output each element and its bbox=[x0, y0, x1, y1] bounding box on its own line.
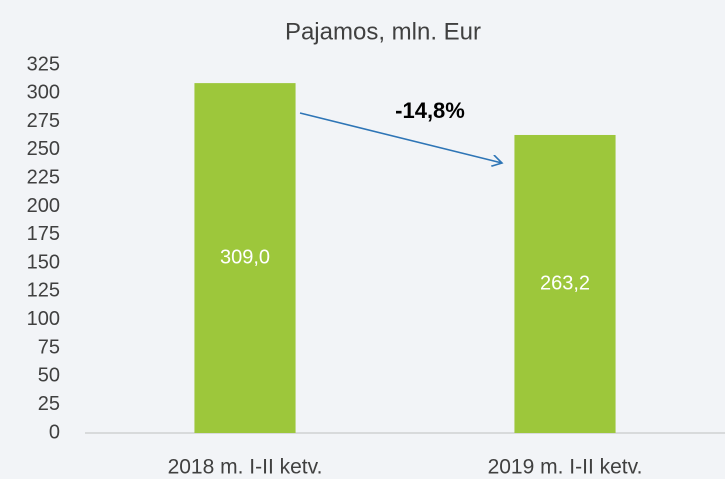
y-tick-label: 225 bbox=[27, 167, 60, 189]
y-tick-label: 325 bbox=[27, 53, 60, 75]
change-arrow bbox=[299, 112, 502, 163]
x-tick-label: 2019 m. I-II ketv. bbox=[488, 456, 643, 479]
y-tick-label: 125 bbox=[27, 280, 60, 302]
y-tick-label: 300 bbox=[27, 82, 60, 104]
y-tick-label: 150 bbox=[27, 251, 60, 273]
value-label: 309,0 bbox=[220, 246, 270, 268]
y-tick-label: 250 bbox=[27, 138, 60, 160]
bar bbox=[514, 134, 616, 433]
y-tick-label: 100 bbox=[27, 308, 60, 330]
value-label: 263,2 bbox=[540, 272, 590, 294]
y-tick-label: 50 bbox=[38, 365, 60, 387]
bar bbox=[194, 83, 296, 434]
chart-title: Pajamos, mln. Eur bbox=[285, 18, 481, 45]
y-tick-label: 175 bbox=[27, 223, 60, 245]
y-tick-label: 200 bbox=[27, 195, 60, 217]
y-tick-label: 25 bbox=[38, 393, 60, 415]
y-tick-label: 275 bbox=[27, 110, 60, 132]
y-tick-label: 0 bbox=[49, 421, 60, 443]
x-tick-label: 2018 m. I-II ketv. bbox=[168, 456, 323, 479]
annotation: -14,8% bbox=[395, 98, 465, 123]
y-tick-label: 75 bbox=[38, 336, 60, 358]
